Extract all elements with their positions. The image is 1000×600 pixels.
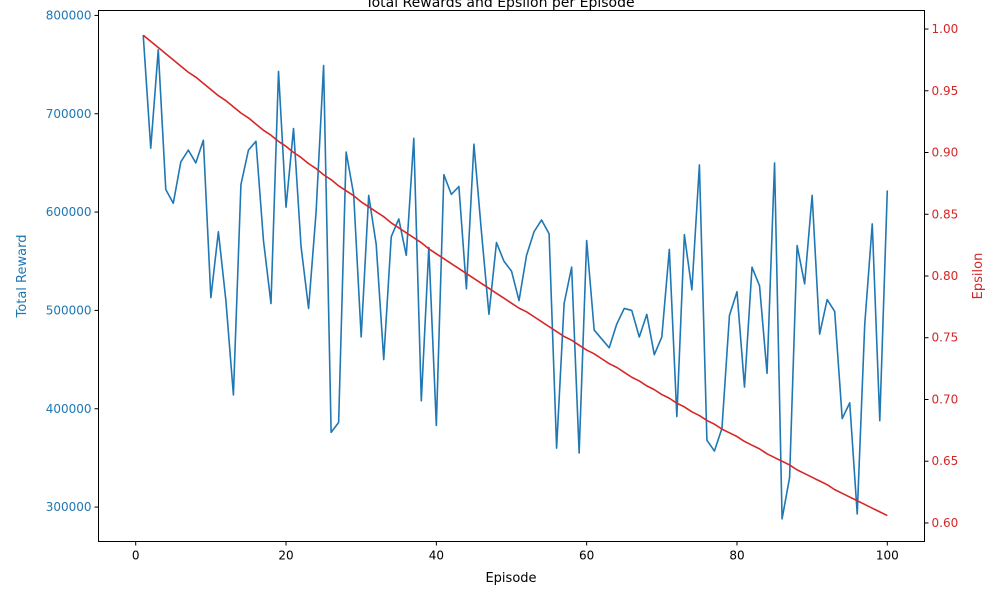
- x-axis-label: Episode: [485, 571, 536, 586]
- left-y-axis-ticks: 300000 400000 500000 600000 700000 800000: [46, 8, 99, 514]
- left-y-tick-label: 800000: [46, 8, 92, 22]
- right-y-tick-label: 0.65: [932, 454, 959, 468]
- right-y-tick-label: 1.00: [932, 22, 959, 36]
- x-tick-label: 0: [132, 549, 140, 563]
- x-tick-label: 40: [429, 549, 444, 563]
- left-y-tick-label: 500000: [46, 303, 92, 317]
- x-tick-label: 20: [278, 549, 293, 563]
- right-y-axis-ticks: 0.60 0.65 0.70 0.75 0.80 0.85 0.90 0.95 1.00: [924, 22, 959, 530]
- right-y-tick-label: 0.90: [932, 146, 959, 160]
- right-y-tick-label: 0.85: [932, 207, 959, 221]
- right-y-tick-label: 0.75: [932, 331, 959, 345]
- left-y-axis-label: Total Reward: [15, 235, 30, 319]
- left-y-tick-label: 400000: [46, 402, 92, 416]
- chart-title: Total Rewards and Epsilon per Episode: [364, 0, 634, 11]
- x-tick-label: 80: [729, 549, 744, 563]
- total-reward-line: [142, 35, 889, 520]
- right-y-tick-label: 0.70: [932, 392, 959, 406]
- series-lines: [142, 34, 889, 520]
- x-axis-ticks: 0 20 40 60 80 100: [132, 541, 899, 563]
- left-y-tick-label: 600000: [46, 205, 92, 219]
- right-y-tick-label: 0.95: [932, 84, 959, 98]
- right-y-tick-label: 0.60: [932, 516, 959, 530]
- epsilon-line: [142, 34, 888, 517]
- x-tick-label: 100: [876, 549, 899, 563]
- right-y-tick-label: 0.80: [932, 269, 959, 283]
- left-y-tick-label: 300000: [46, 500, 92, 514]
- right-y-axis-label: Epsilon: [971, 253, 986, 300]
- left-y-tick-label: 700000: [46, 107, 92, 121]
- x-tick-label: 60: [579, 549, 594, 563]
- plot-frame: [98, 10, 925, 542]
